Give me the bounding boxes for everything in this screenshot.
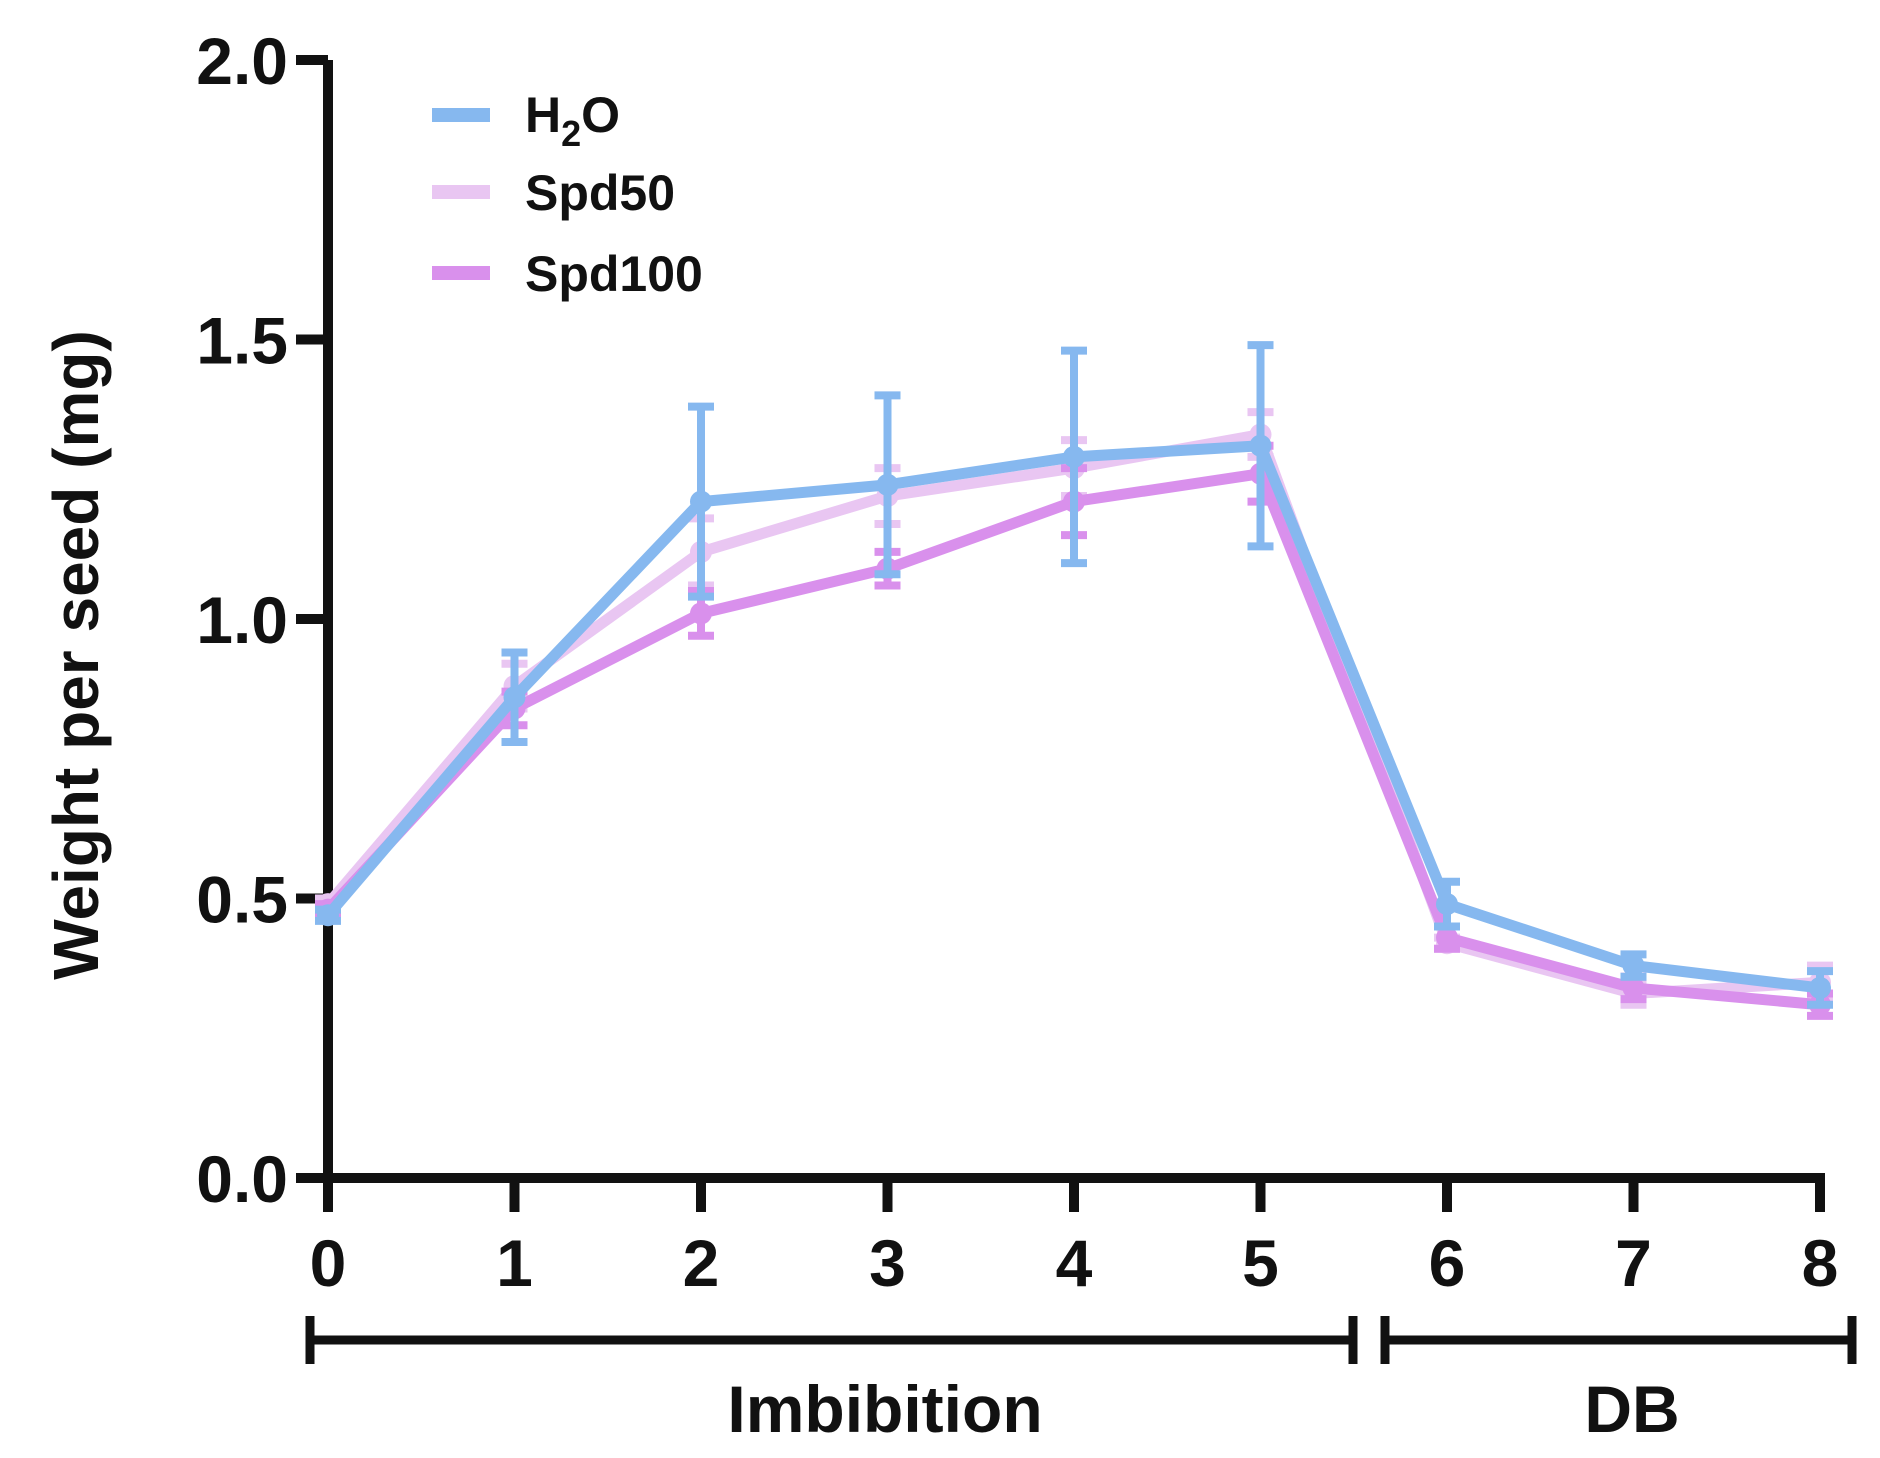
data-point-h2o [1249, 434, 1272, 457]
data-point-spd100 [1436, 926, 1458, 949]
y-tick-label: 0.0 [196, 1142, 288, 1216]
x-tick-label: 3 [869, 1226, 906, 1300]
y-axis-label: Weight per seed (mg) [40, 330, 112, 980]
data-point-h2o [1436, 893, 1458, 916]
y-tick-label: 1.5 [196, 304, 288, 378]
legend-item-spd100: Spd100 [432, 246, 703, 302]
data-point-h2o [503, 686, 526, 709]
legend-label-h2o: H2O [525, 87, 620, 154]
data-point-h2o [1063, 445, 1085, 468]
group-label-db: DB [1584, 1372, 1679, 1446]
legend: H2O Spd50 Spd100 [432, 87, 703, 302]
legend-label-spd50: Spd50 [525, 165, 675, 221]
legend-item-spd50: Spd50 [432, 165, 675, 221]
x-tick-label: 1 [496, 1226, 533, 1300]
data-point-h2o [1622, 954, 1645, 977]
x-tick-label: 4 [1056, 1226, 1093, 1300]
x-tick-label: 8 [1802, 1226, 1839, 1300]
x-tick-label: 2 [683, 1226, 720, 1300]
y-tick-label: 2.0 [196, 24, 288, 98]
data-point-h2o [317, 904, 339, 927]
legend-label-spd100: Spd100 [525, 246, 703, 302]
x-tick-label: 6 [1429, 1226, 1466, 1300]
series-h2o [315, 341, 1833, 1009]
y-tick-label: 1.0 [196, 583, 288, 657]
x-tick-label: 0 [310, 1226, 347, 1300]
data-point-h2o [690, 490, 712, 513]
x-tick-label: 5 [1242, 1226, 1279, 1300]
axes: 0.0 0.5 1.0 1.5 2.0 0 1 2 3 4 5 6 7 8 [196, 24, 1838, 1300]
group-label-imbibition: Imbibition [727, 1372, 1042, 1446]
data-point-spd100 [1622, 976, 1645, 999]
series-layer [315, 341, 1833, 1020]
data-point-h2o [876, 473, 899, 496]
legend-item-h2o: H2O [432, 87, 620, 154]
data-point-spd100 [690, 602, 712, 625]
data-point-h2o [1809, 976, 1831, 999]
y-tick-label: 0.5 [196, 863, 288, 937]
x-axis-groups: Imbibition DB [305, 1316, 1857, 1446]
x-tick-label: 7 [1615, 1226, 1652, 1300]
